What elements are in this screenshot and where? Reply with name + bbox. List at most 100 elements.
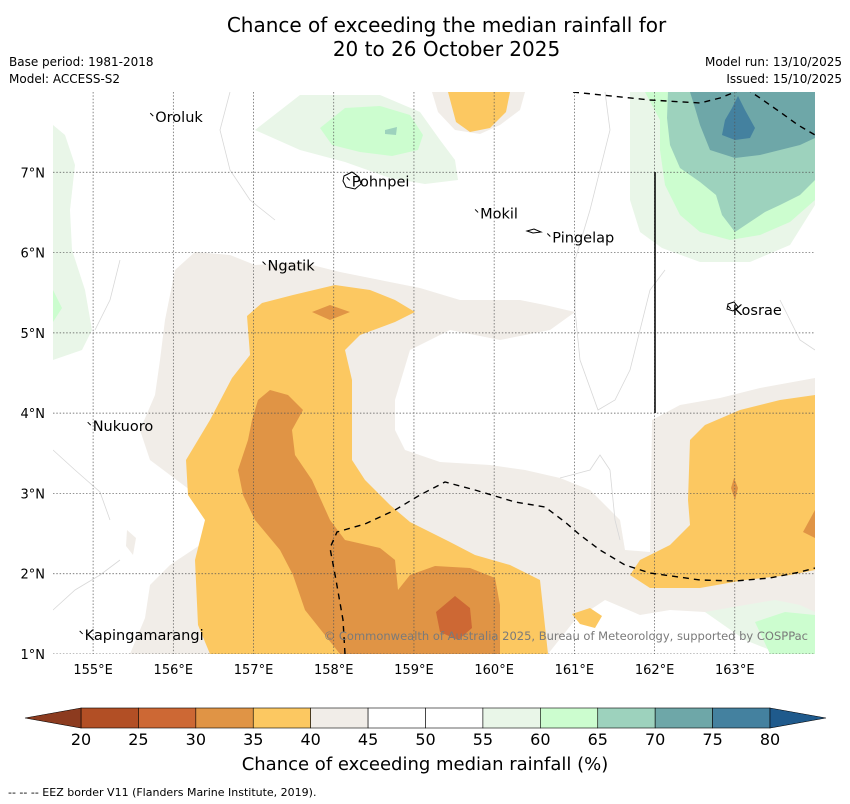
contour-35-40-spot (572, 608, 602, 628)
colorbar (24, 707, 827, 729)
colorbar-over-arrow (769, 707, 827, 729)
meta-left: Base period: 1981-2018 Model: ACCESS-S2 (9, 54, 154, 88)
colorbar-segment (597, 707, 656, 729)
islands (342, 171, 739, 312)
place-marker-ngatik (262, 261, 266, 265)
colorbar-segment (425, 707, 484, 729)
contour-30-35-small (312, 305, 350, 320)
contour-lines (53, 92, 815, 611)
place-marker-kapingamarangi (79, 630, 84, 635)
colorbar-tick-label: 75 (702, 730, 722, 749)
island-pohnpei (342, 171, 362, 190)
colorbar-tick-label: 60 (530, 730, 550, 749)
colorbar-tick-label: 20 (71, 730, 91, 749)
lon-tick-label: 158°E (314, 663, 354, 678)
lon-tick-label: 159°E (394, 663, 434, 678)
colorbar-tick-label: 40 (300, 730, 320, 749)
contour-60-65-southeast (755, 612, 815, 654)
place-marker-mokil (474, 209, 479, 213)
title-line-2: 20 to 26 October 2025 (332, 37, 561, 61)
colorbar-tick-label: 70 (645, 730, 665, 749)
model-run: Model run: 13/10/2025 (704, 55, 842, 69)
contour-65-70-spot (385, 127, 397, 135)
colorbar-segment (367, 707, 426, 729)
contour-40-45-small (126, 530, 136, 555)
place-label-nukuoro: Nukuoro (93, 419, 154, 435)
lon-tick-label: 157°E (234, 663, 274, 678)
lon-tick-labels: 155°E 156°E 157°E 158°E 159°E 160°E 161°E 162°E… (73, 663, 754, 678)
lon-tick-label: 160°E (474, 663, 514, 678)
colorbar-under-arrow (24, 707, 82, 729)
place-label-kosrae: Kosrae (733, 303, 782, 319)
place-labels: Oroluk Pohnpei Mokil Pingelap Ngatik Kosrae Nu… (85, 110, 782, 644)
place-label-pingelap: Pingelap (552, 231, 614, 247)
place-label-pohnpei: Pohnpei (352, 174, 410, 190)
colorbar-segment (195, 707, 254, 729)
contour-55-60-west (53, 125, 92, 360)
contour-60-65-north (320, 106, 423, 156)
place-marker-pohnpei (346, 176, 351, 181)
base-period: Base period: 1981-2018 (9, 55, 154, 69)
island-kosrae (726, 301, 739, 312)
meta-right: Model run: 13/10/2025 Issued: 15/10/2025 (705, 54, 842, 88)
lat-tick-label: 2°N (21, 568, 46, 583)
colorbar-segment (482, 707, 541, 729)
colorbar-label: Chance of exceeding median rainfall (%) (241, 754, 609, 775)
lat-tick-labels: 1°N 2°N 3°N 4°N 5°N 6°N 7°N (21, 166, 46, 663)
title-line-1: Chance of exceeding the median rainfall … (226, 13, 667, 37)
lon-tick-label: 155°E (73, 663, 113, 678)
contour-35-40 (186, 285, 548, 654)
colorbar-tick-label: 50 (415, 730, 435, 749)
lat-tick-label: 5°N (21, 327, 46, 342)
island-mokil (525, 228, 543, 234)
contour-30-35-edge (803, 510, 815, 538)
place-marker-pingelap (546, 233, 551, 237)
eez-border-south (329, 481, 815, 654)
lat-tick-label: 1°N (21, 648, 46, 663)
lat-tick-label: 6°N (21, 247, 46, 262)
eez-footnote: -- -- -- EEZ border V11 (Flanders Marine… (8, 786, 317, 799)
place-marker-kosrae (727, 305, 732, 310)
colorbar-tick-label: 25 (128, 730, 148, 749)
eez-border-north (572, 92, 815, 136)
place-label-oroluk: Oroluk (155, 110, 203, 126)
colorbar-tick-label: 30 (186, 730, 206, 749)
lat-tick-label: 4°N (21, 407, 46, 422)
lon-tick-label: 162°E (635, 663, 675, 678)
lat-tick-label: 7°N (21, 166, 46, 181)
model-name: Model: ACCESS-S2 (9, 72, 121, 86)
colorbar-tick-label: 65 (588, 730, 608, 749)
colorbar-segment (80, 707, 139, 729)
colorbar-tick-labels: 20 25 30 35 40 45 50 55 60 65 70 75 80 (71, 730, 780, 749)
map-area: Oroluk Pohnpei Mokil Pingelap Ngatik Kosrae Nu… (53, 92, 815, 654)
place-markers (79, 112, 732, 635)
colorbar-tick-label: 55 (473, 730, 493, 749)
contour-60-65-west (53, 290, 62, 322)
colorbar-tick-label: 45 (358, 730, 378, 749)
lat-tick-label: 3°N (21, 487, 46, 502)
chart-title: Chance of exceeding the median rainfall … (0, 13, 850, 61)
contour-30-35 (238, 390, 500, 654)
contour-35-40-east (630, 395, 815, 588)
colorbar-tick-label: 80 (760, 730, 780, 749)
colorbar-segment (138, 707, 197, 729)
place-label-kapingamarangi: Kapingamarangi (85, 628, 204, 644)
place-marker-nukuoro (87, 421, 92, 426)
colorbar-segment (712, 707, 771, 729)
colorbar-segment (252, 707, 311, 729)
contour-25-30 (436, 596, 472, 640)
colorbar-tick-label: 35 (243, 730, 263, 749)
lon-tick-label: 156°E (154, 663, 194, 678)
lon-tick-label: 161°E (555, 663, 595, 678)
contour-75-80 (722, 96, 755, 140)
colorbar-segment (540, 707, 599, 729)
place-marker-oroluk (149, 112, 154, 117)
issued-date: Issued: 15/10/2025 (726, 72, 842, 86)
colorbar-segment (654, 707, 713, 729)
place-label-mokil: Mokil (480, 206, 518, 222)
colorbar-segment (310, 707, 369, 729)
copyright-text: © Commonwealth of Australia 2025, Bureau… (324, 629, 808, 643)
eez-borders (329, 92, 815, 654)
lon-tick-label: 163°E (715, 663, 755, 678)
